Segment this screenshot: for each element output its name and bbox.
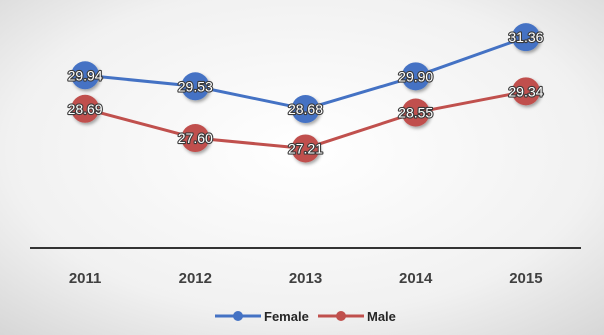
data-label-female-2012: 29.53	[178, 78, 213, 94]
series-layer	[71, 23, 540, 163]
data-point-male-2015	[511, 77, 540, 106]
data-label-male-2013: 27.21	[288, 140, 323, 156]
data-point-male-2013	[291, 134, 320, 163]
legend-label-female: Female	[264, 309, 309, 324]
legend-label-male: Male	[367, 309, 396, 324]
x-tick-label-2014: 2014	[399, 270, 433, 287]
data-label-male-2014: 28.55	[398, 105, 433, 121]
data-label-female-2015: 31.36	[508, 29, 543, 45]
legend-item-female: Female	[215, 309, 309, 324]
data-point-female-2012	[181, 72, 210, 101]
data-label-female-2011: 29.94	[68, 67, 103, 83]
data-label-male-2015: 29.34	[508, 83, 543, 99]
data-point-female-2014	[401, 62, 430, 91]
data-labels-layer: 29.94 29.53 28.68 29.90 31.36 28.69 27.60 27.21…	[66, 28, 544, 158]
data-point-male-2012	[181, 124, 210, 153]
legend: Female Male	[215, 309, 396, 324]
legend-swatch-marker-male	[336, 311, 346, 321]
legend-item-male: Male	[318, 309, 396, 324]
x-tick-label-2011: 2011	[69, 270, 102, 287]
x-tick-label-2013: 2013	[289, 270, 322, 287]
data-label-female-2013: 28.68	[288, 101, 323, 117]
data-label-male-2012: 27.60	[178, 130, 213, 146]
x-tick-label-2012: 2012	[179, 270, 212, 287]
legend-swatch-marker-female	[233, 311, 243, 321]
data-point-male-2014	[401, 98, 430, 127]
data-point-female-2013	[291, 95, 320, 124]
x-tick-label-2015: 2015	[509, 270, 542, 287]
data-point-female-2015	[511, 23, 540, 52]
data-label-male-2011: 28.69	[68, 101, 103, 117]
data-point-female-2011	[71, 61, 100, 90]
x-tick-labels: 2011 2012 2013 2014 2015	[69, 270, 543, 287]
data-label-female-2014: 29.90	[398, 68, 433, 84]
data-point-male-2011	[71, 94, 100, 123]
